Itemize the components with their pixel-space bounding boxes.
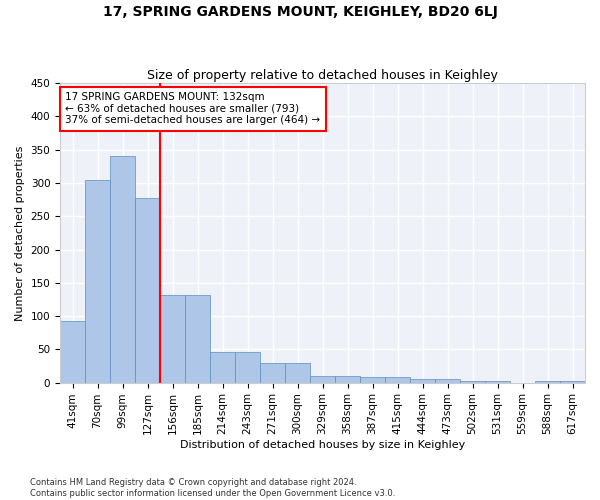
Bar — [135, 198, 160, 382]
X-axis label: Distribution of detached houses by size in Keighley: Distribution of detached houses by size … — [180, 440, 465, 450]
Bar — [410, 380, 435, 382]
Bar — [260, 362, 285, 382]
Bar — [310, 376, 335, 382]
Title: Size of property relative to detached houses in Keighley: Size of property relative to detached ho… — [147, 69, 498, 82]
Bar — [85, 180, 110, 382]
Bar — [235, 352, 260, 382]
Text: Contains HM Land Registry data © Crown copyright and database right 2024.
Contai: Contains HM Land Registry data © Crown c… — [30, 478, 395, 498]
Bar — [60, 320, 85, 382]
Bar — [535, 380, 560, 382]
Bar — [285, 362, 310, 382]
Bar — [560, 380, 585, 382]
Bar — [435, 380, 460, 382]
Bar — [210, 352, 235, 382]
Y-axis label: Number of detached properties: Number of detached properties — [15, 145, 25, 320]
Text: 17, SPRING GARDENS MOUNT, KEIGHLEY, BD20 6LJ: 17, SPRING GARDENS MOUNT, KEIGHLEY, BD20… — [103, 5, 497, 19]
Bar — [185, 296, 210, 382]
Bar — [110, 156, 135, 382]
Bar — [360, 378, 385, 382]
Bar — [385, 378, 410, 382]
Text: 17 SPRING GARDENS MOUNT: 132sqm
← 63% of detached houses are smaller (793)
37% o: 17 SPRING GARDENS MOUNT: 132sqm ← 63% of… — [65, 92, 320, 126]
Bar — [335, 376, 360, 382]
Bar — [160, 296, 185, 382]
